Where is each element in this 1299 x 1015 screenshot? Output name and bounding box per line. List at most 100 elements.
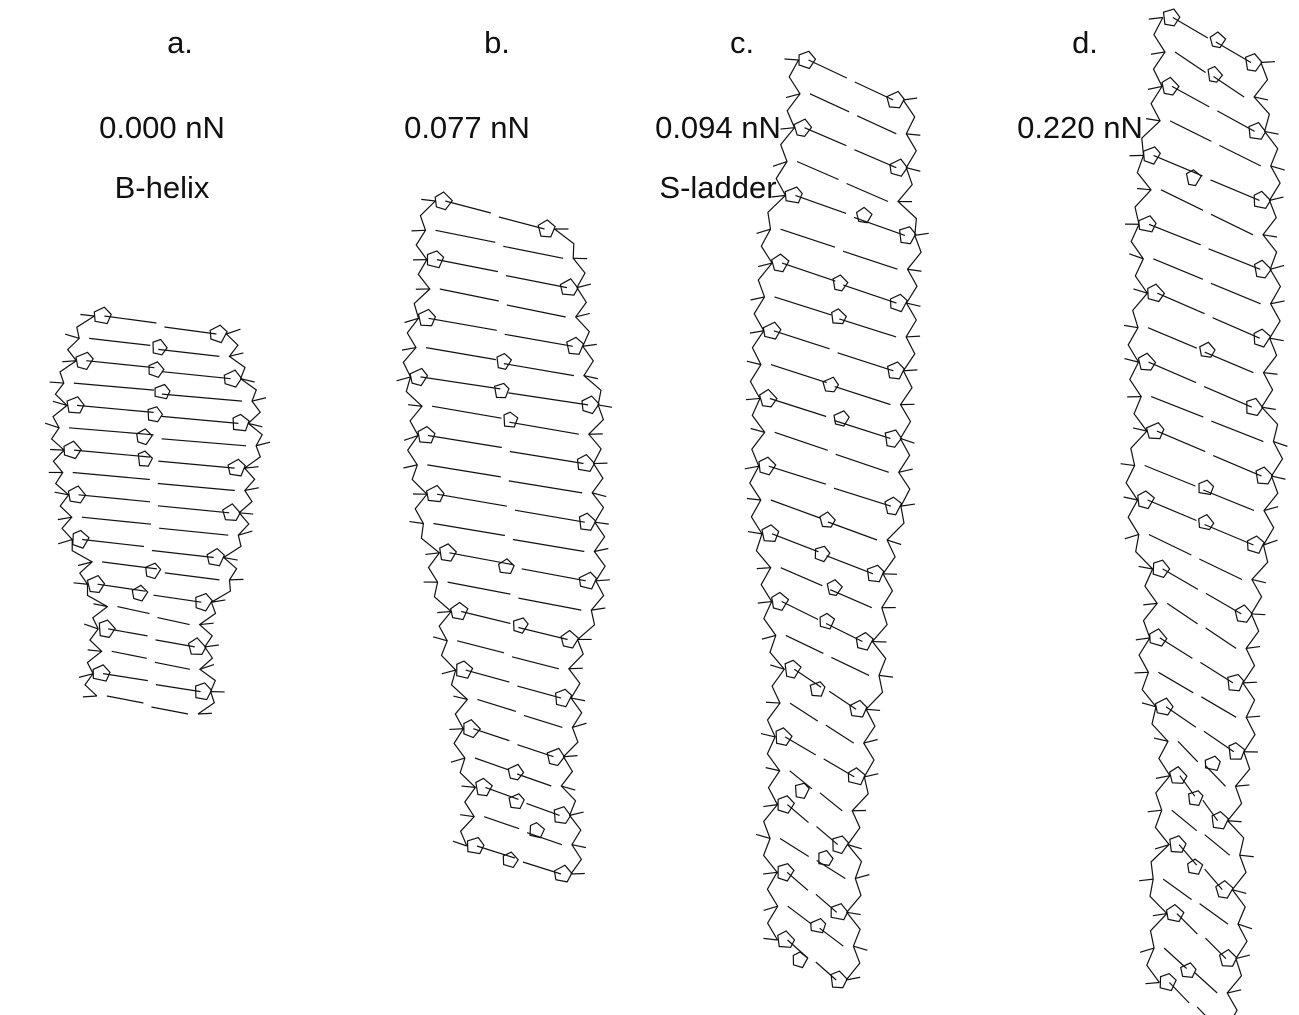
base: [1158, 672, 1193, 693]
sugar-ring: [833, 275, 848, 291]
base: [1204, 387, 1252, 408]
base: [786, 635, 824, 653]
phosphate: [901, 504, 915, 506]
sugar-ring: [547, 748, 564, 765]
phosphate: [853, 946, 867, 950]
phosphate: [1139, 879, 1153, 881]
sugar-ring: [1249, 123, 1266, 140]
base: [771, 365, 827, 383]
base: [1167, 603, 1197, 624]
phosphate: [1134, 672, 1148, 673]
base: [1153, 259, 1203, 280]
sugar-ring: [1248, 536, 1265, 553]
sugar-ring: [1148, 284, 1165, 301]
base: [162, 394, 242, 401]
base: [517, 774, 551, 786]
phosphate: [763, 938, 777, 940]
sugar-ring: [148, 407, 162, 422]
sugar-ring: [1235, 605, 1252, 622]
phosphate: [758, 602, 772, 604]
base: [1148, 500, 1197, 521]
phosphate: [598, 405, 612, 407]
base: [838, 353, 894, 371]
base: [162, 416, 239, 423]
phosphate: [411, 230, 425, 231]
base: [512, 657, 559, 669]
sugar-ring: [1199, 480, 1214, 494]
base: [1170, 121, 1211, 141]
base: [787, 805, 808, 823]
sugar-ring: [1216, 881, 1233, 898]
phosphate: [763, 872, 777, 874]
phosphate: [198, 713, 212, 714]
sugar-ring: [1164, 9, 1180, 26]
phosphate: [784, 59, 798, 60]
backbone: [555, 229, 606, 874]
panel-label: c.: [730, 25, 754, 60]
base: [421, 377, 501, 389]
base: [834, 421, 890, 439]
sugar-ring: [1160, 974, 1176, 991]
base: [499, 217, 545, 229]
sugar-ring: [153, 340, 167, 355]
sugar-ring: [831, 904, 848, 920]
sugar-ring: [499, 559, 514, 574]
sugar-ring: [848, 768, 865, 785]
phosphate: [570, 812, 584, 815]
base: [165, 573, 220, 580]
sugar-ring: [554, 807, 570, 824]
phosphate: [569, 668, 583, 669]
base: [1154, 155, 1203, 176]
sugar-ring: [856, 633, 873, 651]
sugar-ring: [149, 362, 164, 377]
sugar-ring: [132, 585, 147, 601]
phosphate: [74, 583, 88, 584]
base: [790, 703, 818, 721]
base: [1195, 973, 1218, 994]
base: [1177, 914, 1198, 935]
base: [485, 787, 518, 799]
base: [843, 251, 898, 269]
sugar-ring: [831, 971, 847, 988]
sugar-ring: [1229, 743, 1245, 759]
phosphate: [83, 696, 97, 697]
phosphate: [1125, 534, 1139, 538]
base: [1145, 466, 1196, 487]
figure: a. 0.000 nN B-helix b. 0.077 nN c. 0.094…: [0, 0, 1299, 1015]
base: [79, 495, 150, 502]
sugar-ring: [1205, 756, 1220, 770]
phosphate: [1124, 325, 1138, 327]
base: [816, 894, 837, 912]
sugar-ring: [834, 411, 849, 426]
sugar-ring: [1189, 791, 1203, 806]
base: [1178, 741, 1198, 762]
sugar-ring: [428, 251, 444, 268]
sugar-ring: [146, 563, 161, 578]
base: [817, 827, 838, 845]
phosphate: [746, 398, 760, 399]
phosphate: [460, 815, 474, 817]
base: [1211, 180, 1260, 201]
sugar-ring: [1200, 342, 1215, 357]
sugar-ring: [503, 852, 518, 867]
phosphate: [397, 377, 411, 381]
sugar-ring: [155, 385, 170, 399]
phosphate: [1136, 638, 1150, 640]
base: [787, 872, 808, 890]
base: [810, 94, 849, 112]
phosphate: [1228, 821, 1242, 822]
sugar-ring: [759, 457, 776, 475]
base: [426, 348, 496, 360]
sugar-ring: [827, 580, 842, 596]
base: [855, 82, 893, 100]
panel-force: 0.094 nN: [655, 110, 781, 145]
base: [1219, 145, 1260, 166]
phosphate: [65, 334, 79, 338]
phosphate: [866, 709, 880, 710]
base: [445, 201, 491, 213]
base: [775, 432, 828, 450]
base: [437, 260, 498, 272]
base: [1151, 397, 1203, 418]
base: [1179, 845, 1197, 866]
base: [1148, 328, 1197, 349]
